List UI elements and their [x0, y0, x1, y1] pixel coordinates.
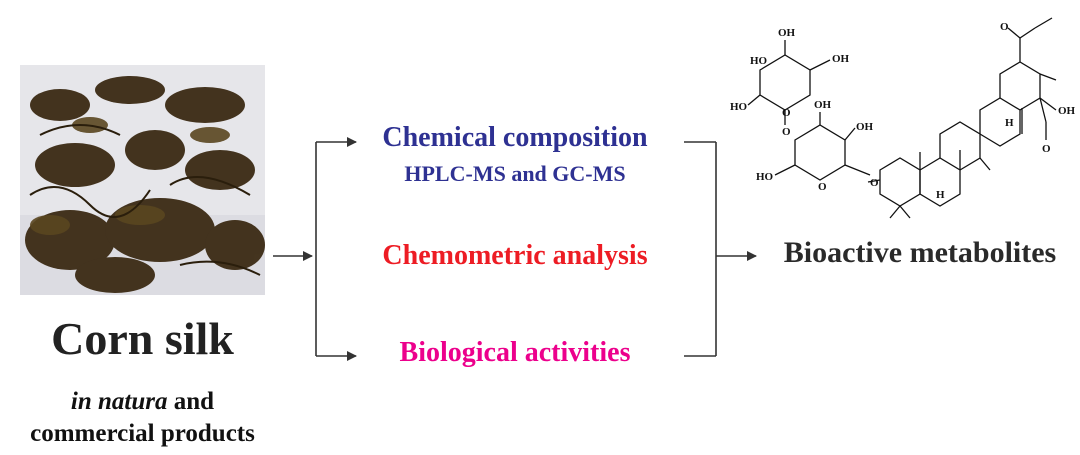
mol-label-o1: O	[782, 126, 791, 138]
in-natura-text: in natura	[70, 388, 168, 415]
mol-label-o2: O	[782, 107, 791, 119]
mol-label-oh5: OH	[1058, 105, 1076, 117]
mol-label-ho2: HO	[730, 101, 748, 113]
chemical-composition-label: Chemical composition	[382, 122, 648, 153]
mol-label-o6: O	[1000, 21, 1009, 33]
saponin-structure-diagram: HO OH OH HO O O OH OH HO O O H H OH O O	[730, 17, 1076, 219]
mol-label-oh3: OH	[814, 99, 832, 111]
mol-label-o3: O	[818, 181, 827, 193]
mol-label-o4: O	[870, 177, 879, 189]
corn-silk-photo	[20, 65, 265, 295]
mol-label-ho1: HO	[750, 55, 768, 67]
and-text: and	[167, 388, 215, 415]
mol-label-h1: H	[936, 189, 945, 201]
mol-label-ho3: HO	[756, 171, 774, 183]
biological-activities-label: Biological activities	[399, 337, 631, 368]
mol-label-o5: O	[1042, 143, 1051, 155]
chemometric-analysis-label: Chemometric analysis	[382, 240, 648, 271]
hplc-gc-ms-label: HPLC-MS and GC-MS	[404, 161, 626, 186]
mol-label-h2: H	[1005, 117, 1014, 129]
bioactive-metabolites-label: Bioactive metabolites	[783, 236, 1057, 269]
source-subtitle-line2: commercial products	[30, 420, 255, 447]
mol-label-oh2: OH	[832, 53, 850, 65]
mol-label-oh1: OH	[778, 27, 796, 39]
corn-silk-title: Corn silk	[51, 313, 234, 364]
mol-label-oh4: OH	[856, 121, 874, 133]
source-subtitle-line1: in natura and	[0, 388, 285, 416]
